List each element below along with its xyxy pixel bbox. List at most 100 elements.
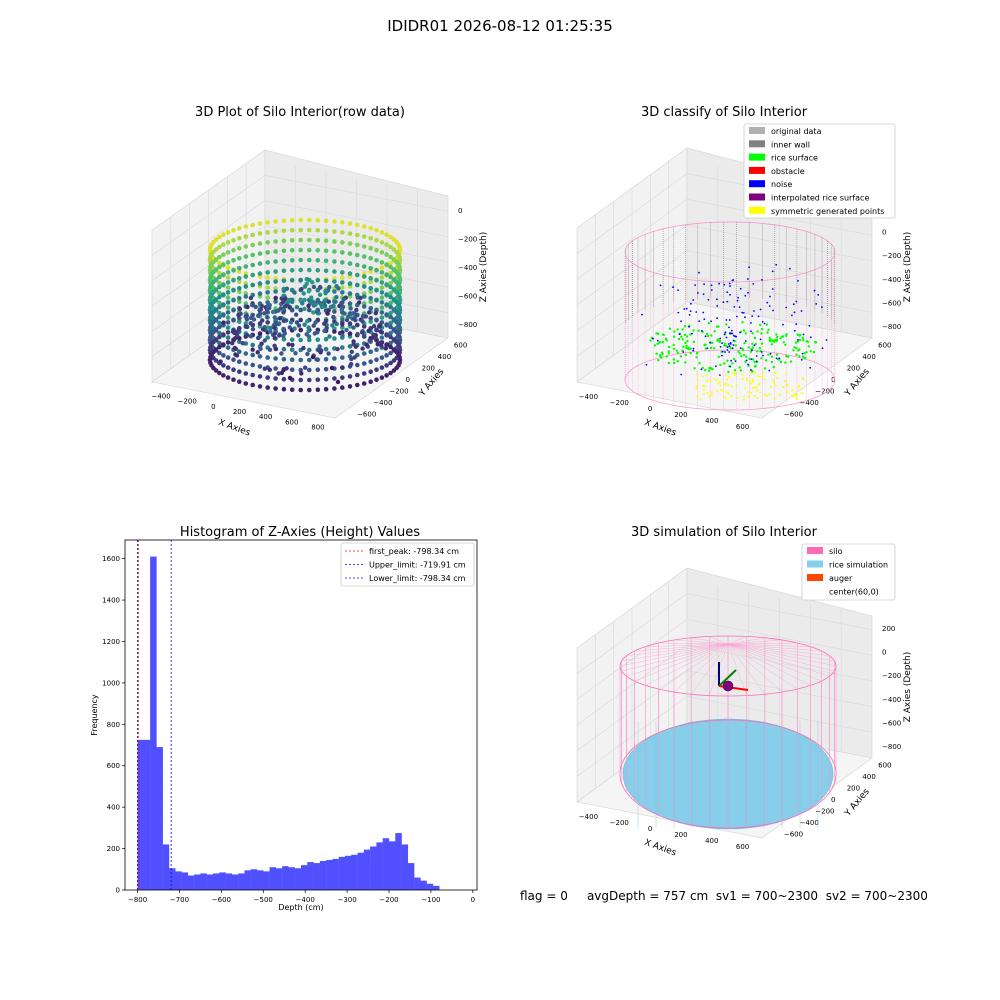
silo-roof-line bbox=[727, 643, 811, 686]
x-tick-label: 400 bbox=[259, 413, 272, 421]
data-point bbox=[323, 228, 329, 234]
data-point bbox=[350, 311, 355, 316]
rice-surface-point bbox=[740, 355, 743, 358]
symmetric-point bbox=[750, 372, 753, 375]
chart-title-classify: 3D classify of Silo Interior bbox=[641, 105, 808, 120]
noise-point bbox=[734, 360, 737, 362]
data-point bbox=[379, 315, 385, 320]
data-point bbox=[379, 260, 385, 265]
noise-point bbox=[680, 320, 682, 323]
data-point bbox=[347, 251, 353, 256]
data-point bbox=[259, 303, 264, 309]
rice-surface-point bbox=[703, 343, 706, 347]
data-point bbox=[384, 242, 389, 247]
y-tick-label: 600 bbox=[454, 342, 467, 350]
silo-roof-line bbox=[727, 643, 822, 652]
data-point bbox=[237, 236, 242, 241]
rice-surface-point bbox=[737, 350, 740, 353]
legend-frame bbox=[743, 123, 896, 219]
data-point bbox=[237, 269, 242, 275]
data-point bbox=[388, 290, 393, 296]
y-tick-label: 200 bbox=[847, 785, 860, 793]
rice-surface-point bbox=[738, 352, 742, 355]
legend-swatch bbox=[807, 574, 823, 581]
noise-point bbox=[750, 330, 752, 333]
data-point bbox=[318, 285, 323, 290]
rice-surface-point bbox=[741, 321, 744, 324]
rice-surface-point bbox=[689, 333, 692, 336]
rice-surface-point bbox=[767, 328, 770, 331]
data-point bbox=[217, 284, 222, 290]
data-point bbox=[225, 250, 231, 255]
rice-surface-point bbox=[655, 352, 658, 355]
rice-surface-point bbox=[673, 361, 676, 365]
rice-surface-point bbox=[662, 333, 665, 337]
noise-point bbox=[745, 359, 748, 362]
data-point bbox=[379, 295, 385, 300]
histogram-bar bbox=[263, 871, 270, 890]
data-point bbox=[374, 278, 379, 283]
symmetric-point bbox=[730, 395, 733, 398]
data-point bbox=[361, 333, 367, 338]
data-point bbox=[217, 270, 222, 276]
x-tick-label: 0 bbox=[648, 825, 652, 833]
data-point bbox=[225, 280, 231, 285]
data-point bbox=[218, 359, 223, 364]
data-point bbox=[265, 355, 271, 360]
data-point bbox=[231, 298, 236, 303]
data-point bbox=[340, 290, 345, 295]
noise-point bbox=[747, 278, 749, 280]
z-tick-label: −800 bbox=[882, 743, 901, 751]
noise-point bbox=[721, 350, 724, 353]
data-point bbox=[237, 279, 242, 285]
data-point bbox=[384, 373, 389, 378]
data-point bbox=[253, 304, 258, 310]
data-point bbox=[351, 339, 356, 344]
data-point bbox=[232, 330, 237, 336]
rice-surface-point bbox=[672, 343, 675, 347]
data-point bbox=[388, 270, 393, 276]
x-tick-label: −400 bbox=[296, 896, 315, 904]
histogram-bar bbox=[389, 841, 396, 890]
noise-point bbox=[677, 311, 680, 314]
silo-roof-line bbox=[658, 643, 729, 690]
legend-swatch bbox=[807, 587, 823, 595]
data-point bbox=[300, 301, 305, 306]
data-point bbox=[281, 299, 286, 305]
rice-surface-point bbox=[723, 362, 726, 365]
data-point bbox=[340, 260, 345, 265]
flag-readout: flag = 0 bbox=[520, 889, 568, 903]
histogram-bar bbox=[370, 846, 377, 890]
data-point bbox=[377, 324, 382, 329]
rice-surface-point bbox=[683, 333, 687, 337]
symmetric-point bbox=[723, 395, 726, 398]
data-point bbox=[213, 337, 219, 342]
rice-surface-point bbox=[667, 350, 670, 353]
rice-surface-point bbox=[706, 334, 710, 338]
data-point bbox=[332, 356, 337, 361]
data-point bbox=[368, 276, 374, 281]
data-point bbox=[368, 279, 374, 285]
data-point bbox=[264, 314, 270, 320]
histogram-bar bbox=[376, 842, 383, 890]
rice-surface-point bbox=[763, 367, 767, 370]
rice-surface-point bbox=[675, 349, 678, 352]
rice-surface-point bbox=[713, 347, 716, 350]
z-axis-label: Z Axies (Depth) bbox=[903, 232, 913, 303]
data-point bbox=[315, 387, 321, 393]
rice-surface-point bbox=[795, 353, 798, 356]
histogram-bar bbox=[407, 863, 415, 890]
data-point bbox=[326, 308, 331, 313]
sv2-readout: sv2 = 700~2300 bbox=[825, 889, 928, 903]
rice-surface-point bbox=[707, 369, 711, 372]
data-point bbox=[348, 306, 353, 311]
data-point bbox=[327, 334, 332, 339]
noise-point bbox=[694, 284, 696, 286]
z-axis-label: Z Axies (Depth) bbox=[903, 652, 913, 723]
noise-point bbox=[769, 352, 772, 355]
rice-surface-point bbox=[657, 332, 660, 336]
data-point bbox=[225, 240, 231, 245]
data-point bbox=[361, 284, 367, 289]
y-axis-label: Frequency bbox=[90, 694, 99, 736]
rice-surface-point bbox=[809, 350, 812, 353]
